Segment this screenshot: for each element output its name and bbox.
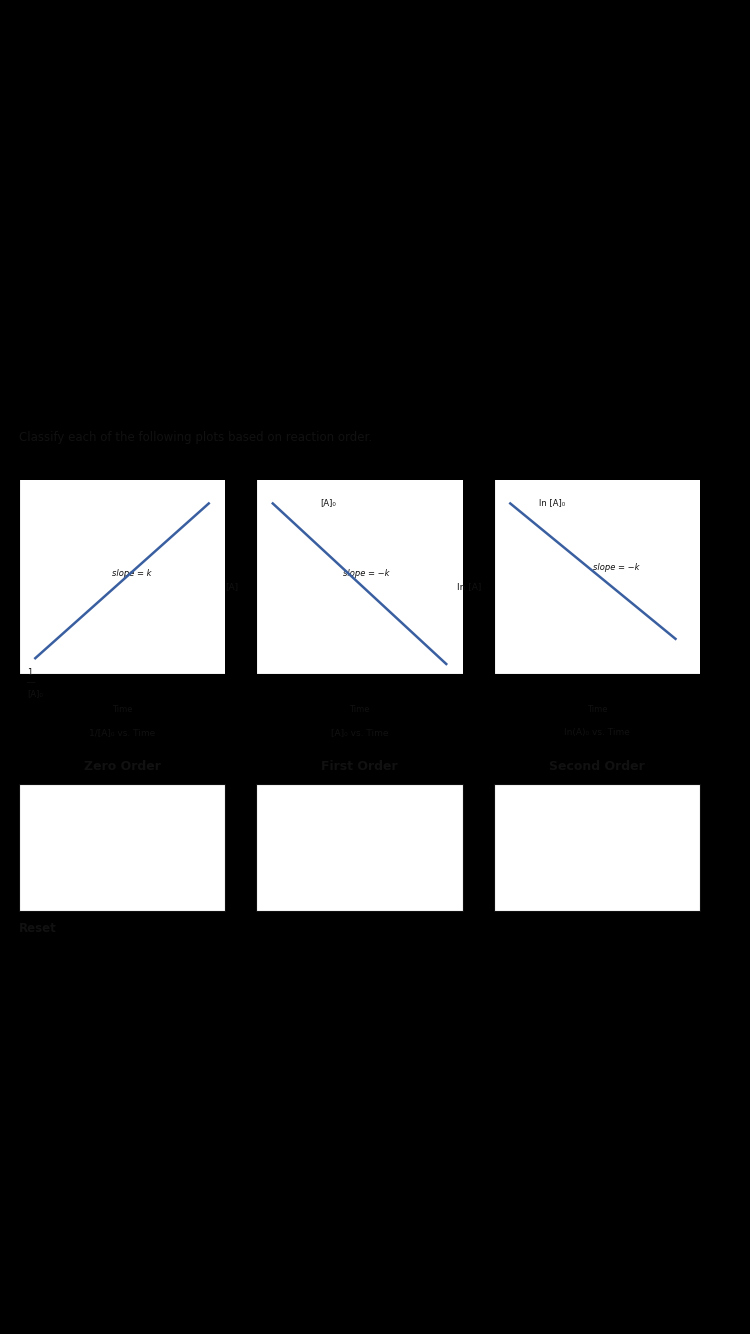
Text: ln(A)₀ vs. Time: ln(A)₀ vs. Time <box>564 728 630 736</box>
Text: Second Order: Second Order <box>549 760 645 774</box>
Text: Zero Order: Zero Order <box>83 760 160 774</box>
Text: slope = −k: slope = −k <box>593 563 640 572</box>
Text: 1/[A]₀ vs. Time: 1/[A]₀ vs. Time <box>89 728 155 736</box>
Text: slope = k: slope = k <box>112 568 152 578</box>
Text: Classify each of the following plots based on reaction order.: Classify each of the following plots bas… <box>19 431 372 444</box>
Text: Reset: Reset <box>19 922 56 935</box>
Text: [A]: [A] <box>225 582 238 591</box>
Text: First Order: First Order <box>321 760 398 774</box>
Text: Time: Time <box>586 704 608 714</box>
Text: slope = −k: slope = −k <box>343 568 389 578</box>
Text: 1
―
[A]₀: 1 ― [A]₀ <box>27 668 43 698</box>
Text: Time: Time <box>350 704 370 714</box>
Text: [A]₀: [A]₀ <box>321 498 337 507</box>
Text: Time: Time <box>112 704 132 714</box>
Text: [A]₀ vs. Time: [A]₀ vs. Time <box>331 728 388 736</box>
Text: ln [A]₀: ln [A]₀ <box>538 498 565 507</box>
Text: ln [A]: ln [A] <box>457 582 482 591</box>
